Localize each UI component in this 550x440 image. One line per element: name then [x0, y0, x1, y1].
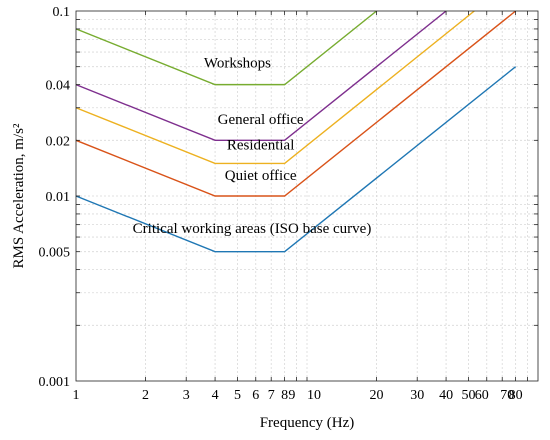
y-tick-label: 0.04	[46, 79, 71, 94]
x-tick-label: 10	[307, 388, 321, 403]
grid	[76, 11, 538, 381]
x-tick-label: 3	[183, 388, 190, 403]
x-tick-label: 1	[73, 388, 80, 403]
y-tick-label: 0.02	[46, 134, 71, 149]
series-line-2	[76, 11, 475, 165]
x-tick-label: 50	[461, 388, 475, 403]
series-label-4: Workshops	[204, 55, 271, 71]
x-tick-label: 5	[234, 388, 241, 403]
y-tick-label: 0.005	[39, 246, 71, 261]
axis-ticks: 1 2 3 4 5 6 7 8 9 10 20 30 40 50 60 70800.0010.0050.010…	[39, 5, 538, 403]
series-line-0	[76, 66, 517, 253]
curve-labels: Critical working areas (ISO base curve) Q…	[133, 55, 372, 237]
x-axis-title: Frequency (Hz)	[260, 415, 355, 431]
series-label-0: Critical working areas (ISO base curve)	[133, 221, 372, 237]
series-lines	[76, 11, 517, 253]
y-tick-label: 0.1	[53, 5, 71, 20]
x-tick-label: 9	[288, 388, 295, 403]
x-tick-label: 6	[252, 388, 259, 403]
series-label-1: Quiet office	[225, 168, 297, 184]
series-label-2: Residential	[227, 138, 295, 154]
x-tick-label: 2	[142, 388, 149, 403]
x-tick-label: 30	[410, 388, 424, 403]
y-axis-title: RMS Acceleration, m/s²	[11, 123, 27, 268]
series-line-4	[76, 11, 377, 86]
x-tick-label: 7	[268, 388, 275, 403]
x-tick-label: 40	[439, 388, 453, 403]
y-tick-label: 0.01	[46, 190, 71, 205]
x-tick-label: 70	[500, 388, 514, 403]
x-tick-label: 4	[212, 388, 219, 403]
y-tick-label: 0.001	[39, 375, 71, 390]
series-line-3	[76, 11, 447, 142]
x-tick-label: 80	[509, 388, 523, 403]
series-line-1	[76, 11, 517, 197]
x-tick-label: 20	[370, 388, 384, 403]
x-tick-label: 60	[475, 388, 489, 403]
series-label-3: General office	[218, 112, 304, 128]
x-tick-label: 8	[281, 388, 288, 403]
